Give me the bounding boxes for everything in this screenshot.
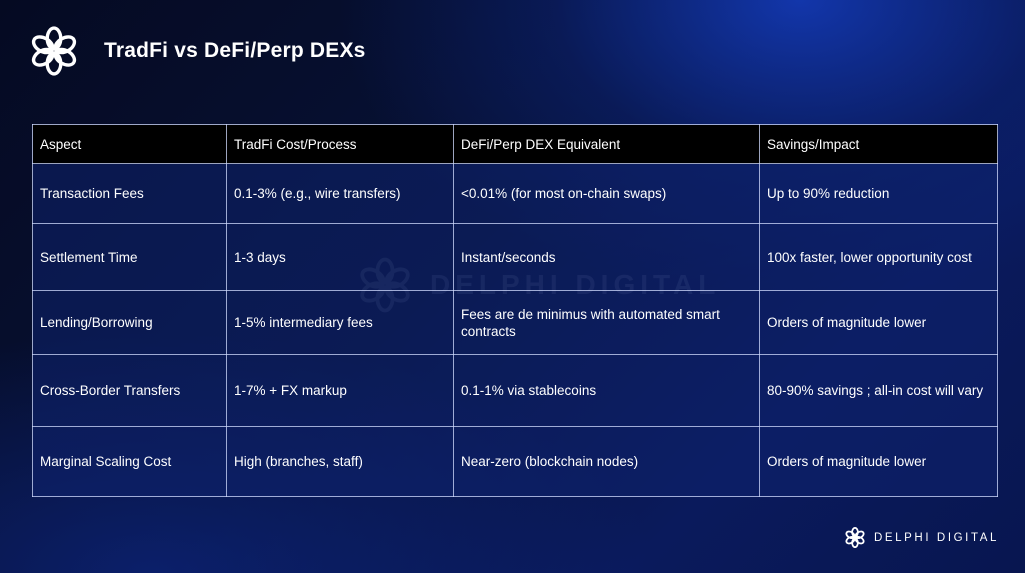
table-cell-defi: Instant/seconds [453,223,760,291]
page-title: TradFi vs DeFi/Perp DEXs [104,39,366,62]
table-cell-aspect: Cross-Border Transfers [32,354,227,427]
table-cell-savings: Orders of magnitude lower [759,426,998,497]
footer-brand-text: DELPHI DIGITAL [873,531,999,544]
table-cell-savings: 100x faster, lower opportunity cost [759,223,998,291]
table-cell-aspect: Transaction Fees [32,163,227,224]
table-cell-tradfi: 1-7% + FX markup [226,354,454,427]
table-cell-aspect: Settlement Time [32,223,227,291]
table-row: Marginal Scaling Cost High (branches, st… [32,426,998,497]
table-cell-defi: Fees are de minimus with automated smart… [453,290,760,355]
table-cell-tradfi: 1-5% intermediary fees [226,290,454,355]
footer-brand: DELPHI DIGITAL [844,526,999,549]
column-header-tradfi: TradFi Cost/Process [226,124,454,164]
table-header: Aspect TradFi Cost/Process DeFi/Perp DEX… [32,124,998,164]
header: TradFi vs DeFi/Perp DEXs [28,24,366,78]
delphi-logo-icon [845,526,865,549]
table-cell-defi: 0.1-1% via stablecoins [453,354,760,427]
table-cell-savings: 80-90% savings ; all-in cost will vary [759,354,998,427]
table-cell-aspect: Marginal Scaling Cost [32,426,227,497]
table-cell-aspect: Lending/Borrowing [32,290,227,355]
delphi-logo-icon [31,26,77,76]
table-cell-tradfi: High (branches, staff) [226,426,454,497]
table-cell-tradfi: 1-3 days [226,223,454,291]
table-cell-defi: <0.01% (for most on-chain swaps) [453,163,760,224]
table-row: Lending/Borrowing 1-5% intermediary fees… [32,290,998,355]
table-cell-savings: Orders of magnitude lower [759,290,998,355]
table-header-row: Aspect TradFi Cost/Process DeFi/Perp DEX… [32,124,998,164]
table-cell-savings: Up to 90% reduction [759,163,998,224]
table-row: Settlement Time 1-3 days Instant/seconds… [32,223,998,291]
column-header-aspect: Aspect [32,124,227,164]
comparison-table: Aspect TradFi Cost/Process DeFi/Perp DEX… [32,124,998,497]
column-header-defi: DeFi/Perp DEX Equivalent [453,124,760,164]
table-cell-tradfi: 0.1-3% (e.g., wire transfers) [226,163,454,224]
table-row: Transaction Fees 0.1-3% (e.g., wire tran… [32,163,998,224]
column-header-savings: Savings/Impact [759,124,998,164]
table-body: Transaction Fees 0.1-3% (e.g., wire tran… [32,163,998,497]
table-cell-defi: Near-zero (blockchain nodes) [453,426,760,497]
table-row: Cross-Border Transfers 1-7% + FX markup … [32,354,998,427]
